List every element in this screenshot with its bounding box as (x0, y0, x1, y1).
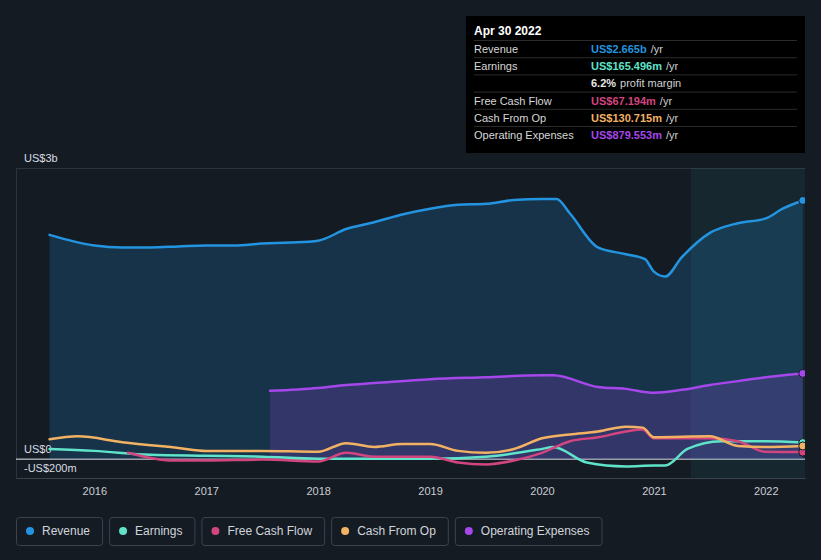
tooltip-value: US$165.496m (591, 60, 662, 72)
legend-label: Free Cash Flow (227, 524, 312, 538)
tooltip-value: US$130.715m (591, 112, 662, 124)
legend-box (332, 518, 449, 546)
legend-label: Revenue (42, 524, 90, 538)
y-tick-label: -US$200m (24, 462, 77, 474)
background (0, 0, 821, 560)
line-4 (270, 373, 803, 392)
legend-item: Earnings (110, 518, 195, 546)
legend-item: Cash From Op (332, 518, 449, 546)
x-tick-label: 2018 (306, 485, 330, 497)
tooltip-title: Apr 30 2022 (474, 24, 542, 38)
x-tick: 2022 (754, 478, 778, 497)
legend-box (455, 518, 602, 546)
tooltip: Apr 30 2022 Revenue US$2.665b/yr Earnings US… (466, 16, 805, 153)
y-tick-label: US$3b (24, 152, 58, 164)
legend: Revenue Earnings Free Cash Flow Cash From O… (17, 518, 603, 546)
x-axis: 2016 2017 2018 2019 2020 2021 2022 (17, 478, 806, 497)
area-4 (270, 373, 803, 458)
tooltip-label: Earnings (474, 60, 518, 72)
tooltip-label: Operating Expenses (474, 129, 574, 141)
tooltip-separator (474, 126, 797, 127)
chart: -US$200m US$0 US$3b 2016 2017 2018 2019 2020 202… (0, 0, 821, 560)
y-tick: US$3b (16, 152, 805, 168)
tooltip-separator (474, 40, 797, 41)
tooltip-unit: /yr (666, 112, 679, 124)
x-tick: 2021 (642, 478, 666, 497)
tooltip-value: US$2.665b (591, 43, 647, 55)
x-tick-label: 2017 (195, 485, 219, 497)
end-point (799, 369, 805, 377)
x-tick: 2019 (418, 478, 442, 497)
tooltip-unit: /yr (660, 95, 673, 107)
line-3 (50, 427, 803, 453)
legend-dot (119, 527, 127, 535)
legend-dot (341, 527, 349, 535)
area-0 (50, 199, 803, 459)
x-axis-line (17, 478, 806, 479)
x-tick-label: 2022 (754, 485, 778, 497)
legend-box (202, 518, 325, 546)
tooltip-box (466, 16, 805, 153)
legend-item: Revenue (17, 518, 103, 546)
tooltip-unit: profit margin (620, 77, 681, 89)
legend-label: Operating Expenses (481, 524, 590, 538)
tooltip-separator (474, 92, 797, 93)
x-tick-label: 2020 (530, 485, 554, 497)
legend-dot (211, 527, 219, 535)
tooltip-separator (474, 74, 797, 75)
line-0 (50, 199, 803, 277)
x-tick: 2017 (195, 478, 219, 497)
tooltip-value: US$879.553m (591, 129, 662, 141)
y-axis-line (16, 169, 17, 479)
tooltip-label: Revenue (474, 43, 518, 55)
x-tick-label: 2016 (83, 485, 107, 497)
tooltip-unit: /yr (651, 43, 664, 55)
tooltip-label: Free Cash Flow (474, 95, 552, 107)
grid-line (16, 478, 805, 479)
x-tick-label: 2021 (642, 485, 666, 497)
legend-dot (465, 527, 473, 535)
legend-item: Free Cash Flow (202, 518, 325, 546)
tooltip-label: Cash From Op (474, 112, 546, 124)
end-point (799, 442, 805, 450)
tooltip-value: 6.2% (591, 77, 616, 89)
legend-label: Earnings (135, 524, 182, 538)
x-tick: 2018 (306, 478, 330, 497)
line-2 (128, 430, 803, 465)
legend-item: Operating Expenses (455, 518, 602, 546)
plot-area (50, 168, 805, 478)
x-tick: 2020 (530, 478, 554, 497)
grid-line (16, 168, 805, 169)
end-point (799, 196, 805, 204)
tooltip-unit: /yr (666, 60, 679, 72)
tooltip-separator (474, 109, 797, 110)
legend-box (110, 518, 195, 546)
legend-box (17, 518, 103, 546)
tooltip-value: US$67.194m (591, 95, 656, 107)
y-tick-label: US$0 (24, 443, 52, 455)
tooltip-separator (474, 57, 797, 58)
legend-label: Cash From Op (357, 524, 436, 538)
y-axis: -US$200m US$0 US$3b (16, 152, 805, 478)
y-tick: -US$200m (16, 462, 805, 478)
x-tick-label: 2019 (418, 485, 442, 497)
tooltip-unit: /yr (666, 129, 679, 141)
legend-dot (26, 527, 34, 535)
x-tick: 2016 (83, 478, 107, 497)
